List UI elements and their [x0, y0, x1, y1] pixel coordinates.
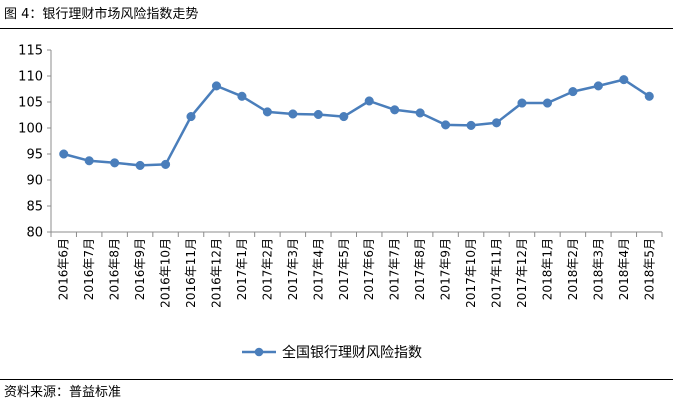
x-tick-label: 2017年2月	[260, 238, 274, 300]
chart-axes	[50, 50, 662, 233]
data-point	[313, 109, 323, 120]
x-tick-label: 2018年1月	[540, 238, 554, 300]
y-tick-label: 90	[26, 174, 43, 189]
y-tick-label: 95	[26, 148, 43, 163]
figure-title: 图 4：银行理财市场风险指数走势	[4, 7, 199, 22]
top-divider	[0, 28, 673, 29]
x-tick-label: 2018年5月	[642, 238, 656, 300]
y-axis-ticks: 80 85 90 95 100 105 110 115	[18, 44, 51, 241]
x-tick-label: 2017年8月	[413, 238, 427, 300]
x-tick-label: 2016年10月	[159, 238, 173, 308]
data-point	[517, 98, 527, 108]
x-tick-label: 2017年7月	[388, 238, 402, 300]
data-point	[110, 158, 120, 168]
legend-label: 全国银行理财风险指数	[282, 344, 422, 361]
data-point	[59, 149, 69, 159]
x-tick-label: 2017年5月	[337, 238, 351, 300]
data-point	[339, 112, 349, 122]
data-point	[466, 120, 476, 130]
data-point	[390, 105, 400, 115]
x-tick-label: 2016年9月	[133, 238, 147, 300]
data-point	[415, 108, 425, 118]
y-tick-label: 115	[18, 44, 43, 59]
data-point	[619, 75, 629, 85]
y-tick-label: 85	[26, 200, 43, 215]
x-axis-ticks: 2016年6月 2016年7月 2016年8月 2016年9月 2016年10月 2016…	[50, 232, 663, 308]
x-tick-label: 2018年3月	[591, 238, 605, 300]
x-tick-label: 2016年8月	[108, 238, 122, 300]
data-point	[568, 87, 578, 97]
y-tick-label: 80	[26, 226, 43, 241]
x-tick-label: 2017年4月	[311, 238, 325, 300]
x-tick-label: 2017年9月	[439, 238, 453, 300]
x-tick-label: 2017年11月	[490, 238, 504, 308]
series-layer	[59, 75, 654, 170]
x-tick-label: 2017年3月	[286, 238, 300, 300]
series-line	[62, 78, 651, 167]
bottom-divider	[0, 379, 673, 380]
x-tick-label: 2016年12月	[209, 238, 223, 308]
y-tick-label: 110	[18, 70, 43, 85]
x-tick-label: 2017年10月	[464, 238, 478, 308]
x-tick-label: 2017年1月	[235, 238, 249, 300]
x-tick-label: 2016年11月	[184, 238, 198, 308]
x-tick-label: 2016年7月	[82, 238, 96, 300]
x-tick-label: 2017年12月	[515, 238, 529, 308]
data-point	[441, 120, 451, 130]
data-point	[364, 96, 374, 106]
data-point	[237, 91, 247, 101]
data-point	[593, 81, 603, 91]
data-point	[644, 91, 654, 101]
data-point	[211, 81, 222, 91]
source-note: 资料来源：普益标准	[4, 385, 122, 400]
x-tick-label: 2017年6月	[362, 238, 376, 300]
x-tick-label: 2016年6月	[57, 238, 71, 300]
data-point	[161, 159, 171, 169]
x-tick-label: 2018年2月	[566, 238, 580, 300]
legend-marker	[254, 347, 264, 357]
data-point	[491, 118, 502, 128]
y-tick-label: 100	[18, 122, 43, 137]
data-point	[135, 160, 145, 170]
x-tick-label: 2018年4月	[617, 238, 631, 300]
chart-legend: 全国银行理财风险指数	[242, 344, 422, 361]
data-point	[262, 107, 272, 117]
data-point	[542, 98, 552, 108]
data-point	[288, 109, 298, 119]
data-point	[186, 112, 196, 122]
y-tick-label: 105	[18, 96, 43, 111]
data-point	[84, 156, 94, 166]
